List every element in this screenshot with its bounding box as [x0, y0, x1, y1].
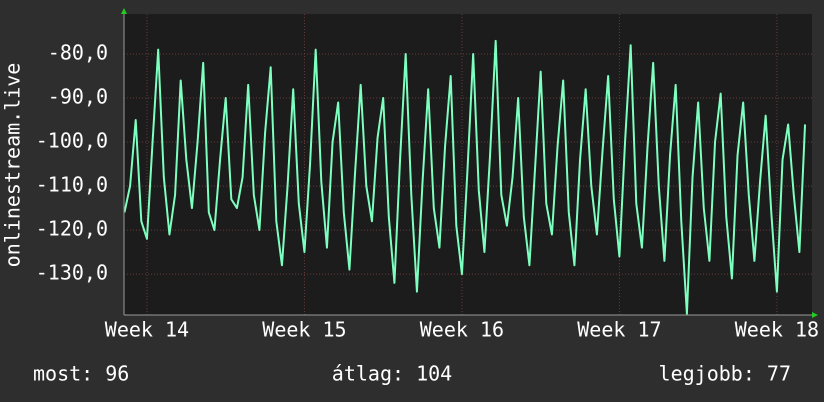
- grid: [124, 14, 812, 315]
- plot: [123, 39, 807, 315]
- stat-average: átlag: 104: [332, 362, 452, 386]
- y-tick-label: -80,0: [48, 41, 108, 65]
- stat-best: legjobb: 77: [659, 362, 791, 386]
- y-axis-title: onlinestream.live: [1, 63, 25, 268]
- x-axis-arrow: [812, 312, 818, 318]
- x-tick-label: Week 15: [262, 318, 346, 342]
- x-tick-label: Week 14: [105, 318, 189, 342]
- y-tick-label: -90,0: [48, 85, 108, 109]
- line-series: [123, 39, 807, 315]
- y-tick-label: -130,0: [36, 261, 108, 285]
- stat-current: most: 96: [33, 362, 129, 386]
- y-axis-arrow: [121, 8, 127, 14]
- x-tick-label: Week 18: [735, 318, 819, 342]
- x-tick-label: Week 16: [420, 318, 504, 342]
- y-tick-label: -100,0: [36, 129, 108, 153]
- y-tick-label: -120,0: [36, 217, 108, 241]
- x-tick-label: Week 17: [577, 318, 661, 342]
- y-tick-label: -110,0: [36, 173, 108, 197]
